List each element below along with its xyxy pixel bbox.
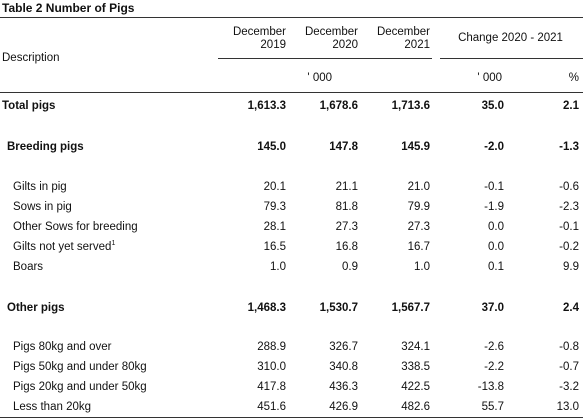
row-sows-in-pig: Sows in pig 79.3 81.8 79.9 -1.9 -2.3 [13, 201, 579, 213]
row-other-pigs: Other pigs 1,468.3 1,530.7 1,567.7 37.0 … [7, 302, 579, 314]
table-title: Table 2 Number of Pigs [2, 1, 135, 15]
row-gilts-not-served: Gilts not yet served1 16.5 16.8 16.7 0.0… [13, 240, 579, 253]
row-boars: Boars 1.0 0.9 1.0 0.1 9.9 [13, 261, 579, 273]
row-gilts-in-pig: Gilts in pig 20.1 21.1 21.0 -0.1 -0.6 [13, 181, 579, 193]
header-dec-2019: December 2019 [232, 26, 286, 51]
row-less-than-20kg: Less than 20kg 451.6 426.9 482.6 55.7 13… [13, 401, 579, 413]
unit-percent: % [568, 72, 579, 84]
header-rule-years [218, 58, 432, 59]
header-rule-change [440, 58, 583, 59]
unit-change-thousand: ' 000 [477, 72, 502, 84]
row-pigs-50-80kg: Pigs 50kg and under 80kg 310.0 340.8 338… [13, 361, 579, 373]
top-rule [0, 17, 583, 18]
header-dec-2021: December 2021 [376, 26, 430, 51]
unit-thousand: ' 000 [307, 72, 332, 84]
footnote-marker: 1 [111, 240, 116, 248]
row-breeding-pigs: Breeding pigs 145.0 147.8 145.9 -2.0 -1.… [7, 141, 579, 153]
header-change: Change 2020 - 2021 [458, 32, 563, 44]
row-total-pigs: Total pigs 1,613.3 1,678.6 1,713.6 35.0 … [2, 100, 579, 112]
row-other-sows: Other Sows for breeding 28.1 27.3 27.3 0… [13, 221, 579, 233]
header-bottom-rule [0, 92, 583, 93]
row-pigs-80kg-over: Pigs 80kg and over 288.9 326.7 324.1 -2.… [13, 341, 579, 353]
header-dec-2020: December 2020 [304, 26, 358, 51]
row-pigs-20-50kg: Pigs 20kg and under 50kg 417.8 436.3 422… [13, 381, 579, 393]
header-description: Description [2, 52, 60, 64]
